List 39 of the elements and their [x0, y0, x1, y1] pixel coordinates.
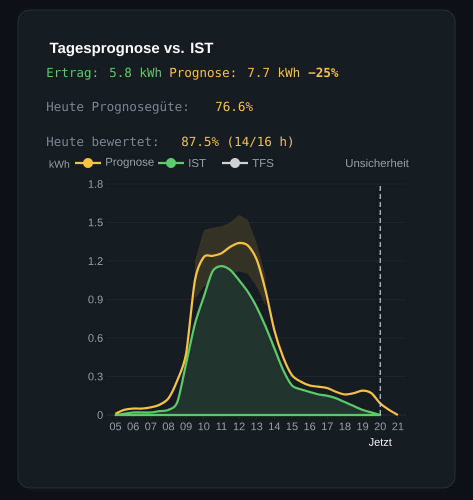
y-tick-label: 0.3 [88, 372, 103, 380]
legend-label: TFS [252, 158, 274, 168]
x-tick-label: 15 [286, 422, 298, 430]
y-tick-label: 0.6 [88, 334, 103, 342]
x-tick-label: 09 [180, 422, 192, 430]
y-tick-label: 1.8 [88, 180, 103, 188]
text: 76.6% [216, 102, 253, 112]
text: Ertrag: 5.8 kWh [47, 67, 161, 80]
ref-line-label: Jetzt [368, 438, 392, 446]
text: Unsicherheit [346, 158, 409, 168]
x-tick-label: 08 [162, 422, 174, 430]
x-tick-label: 20 [374, 422, 386, 430]
x-tick-label: 13 [251, 422, 262, 430]
x-tick-label: 11 [216, 422, 227, 430]
legend-label: IST [189, 158, 206, 168]
chart-title: Tagesprognose vs. IST [50, 42, 214, 56]
text: 87.5% (14/16 h) [182, 136, 292, 148]
x-tick-label: 16 [304, 422, 316, 430]
text: Prognose: 7.7 kWh [170, 67, 300, 80]
x-tick-label: 06 [128, 422, 139, 430]
text: −25% [308, 68, 338, 78]
x-tick-label: 17 [322, 422, 333, 430]
y-axis-title: kWh [50, 160, 70, 168]
line-series [114, 242, 399, 416]
y-tick-label: 0.9 [88, 296, 103, 304]
x-tick-label: 21 [392, 422, 404, 430]
text: Heute Prognosegüte: [47, 101, 187, 114]
x-tick-label: 05 [110, 422, 122, 430]
x-tick-label: 18 [340, 422, 351, 430]
x-tick-label: 14 [269, 422, 280, 430]
y-tick-label: 1.2 [88, 257, 103, 265]
x-tick-label: 19 [357, 422, 368, 430]
legend-label: Prognose [106, 158, 154, 168]
x-tick-label: 10 [198, 422, 210, 430]
y-tick-label: 0 [98, 411, 103, 419]
x-tick-label: 12 [234, 422, 245, 430]
text: Heute bewertet: [47, 136, 157, 146]
x-tick-label: 07 [145, 422, 156, 430]
y-tick-label: 1.5 [88, 218, 103, 226]
